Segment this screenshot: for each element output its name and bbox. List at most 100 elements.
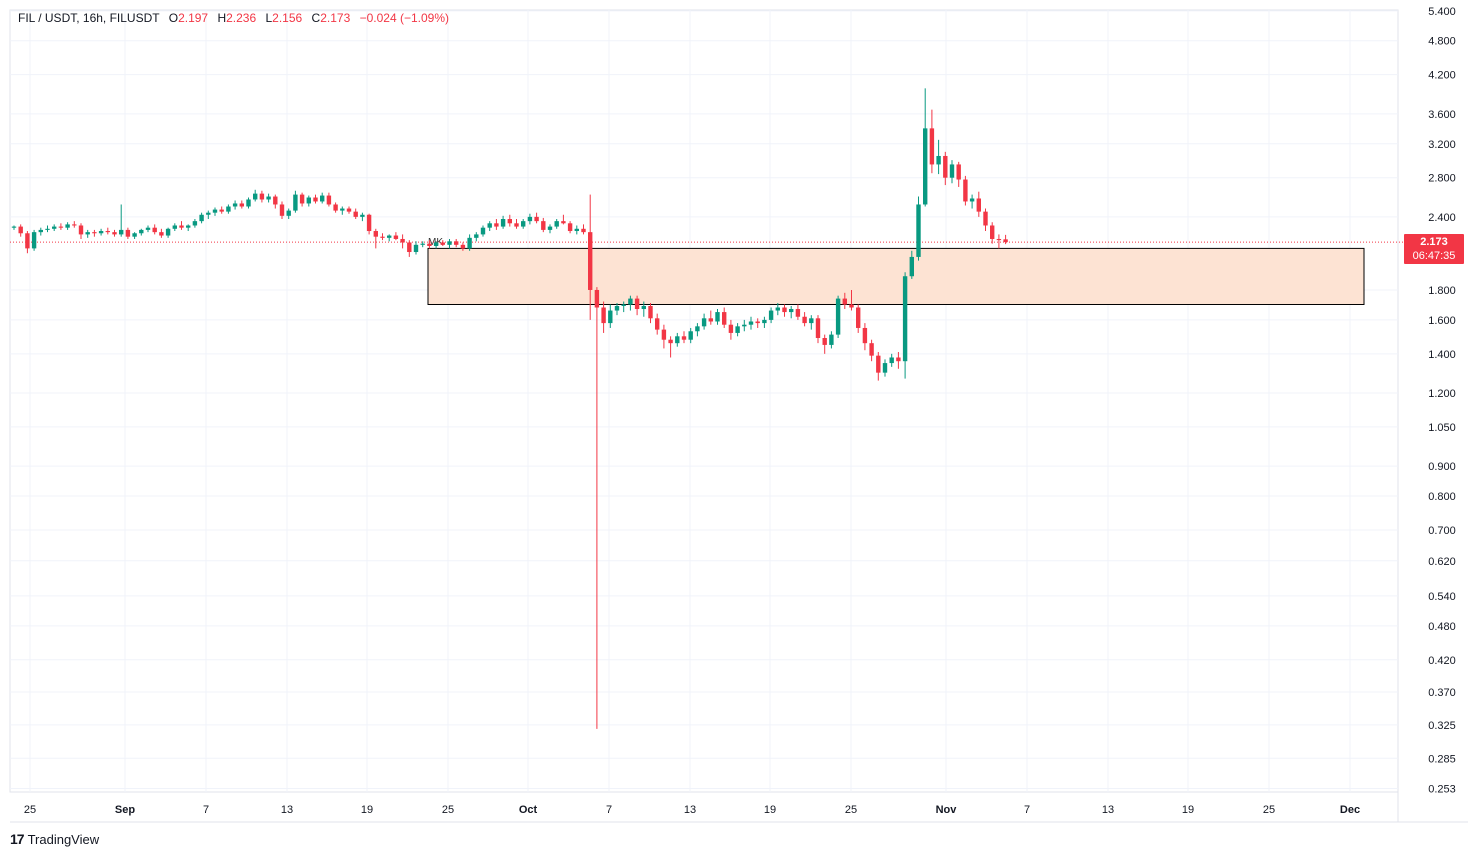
candle-body[interactable] xyxy=(480,227,486,235)
candle-body[interactable] xyxy=(507,218,512,224)
candle-body[interactable] xyxy=(433,242,439,247)
candle-body[interactable] xyxy=(192,221,198,226)
candle-body[interactable] xyxy=(882,363,888,373)
candle-body[interactable] xyxy=(380,236,385,238)
candle-body[interactable] xyxy=(748,321,754,325)
candle-body[interactable] xyxy=(279,204,285,216)
candle-body[interactable] xyxy=(835,298,841,335)
candle-body[interactable] xyxy=(829,334,834,345)
candle-body[interactable] xyxy=(668,339,673,344)
candle-body[interactable] xyxy=(655,318,660,330)
tradingview-brand[interactable]: 17 TradingView xyxy=(10,831,99,847)
candle-body[interactable] xyxy=(809,318,814,324)
candle-body[interactable] xyxy=(346,208,352,212)
candle-body[interactable] xyxy=(815,318,821,338)
candle-body[interactable] xyxy=(172,225,177,229)
candle-body[interactable] xyxy=(634,298,640,310)
candle-body[interactable] xyxy=(795,309,801,317)
candle-body[interactable] xyxy=(112,232,117,235)
candle-body[interactable] xyxy=(996,238,1002,241)
candle-body[interactable] xyxy=(407,242,412,253)
candle-body[interactable] xyxy=(366,214,372,232)
candle-body[interactable] xyxy=(420,243,425,245)
candle-body[interactable] xyxy=(608,310,613,324)
candle-body[interactable] xyxy=(320,195,325,202)
candle-body[interactable] xyxy=(889,357,894,364)
candle-body[interactable] xyxy=(232,203,238,207)
candle-body[interactable] xyxy=(72,224,77,226)
candle-body[interactable] xyxy=(594,289,600,308)
candle-body[interactable] xyxy=(856,307,861,328)
candle-body[interactable] xyxy=(775,307,780,311)
candle-body[interactable] xyxy=(45,228,50,230)
candle-body[interactable] xyxy=(949,164,955,178)
candle-body[interactable] xyxy=(413,244,419,253)
candle-body[interactable] xyxy=(427,243,432,247)
candle-body[interactable] xyxy=(273,196,278,205)
demand-zone[interactable] xyxy=(427,247,1365,305)
candle-body[interactable] xyxy=(65,224,70,228)
candle-body[interactable] xyxy=(969,198,975,202)
candle-body[interactable] xyxy=(313,197,318,202)
candle-body[interactable] xyxy=(239,203,244,207)
candle-body[interactable] xyxy=(862,327,868,344)
candle-body[interactable] xyxy=(440,242,445,245)
candle-body[interactable] xyxy=(400,238,405,243)
candle-body[interactable] xyxy=(909,256,914,277)
candle-body[interactable] xyxy=(916,204,921,257)
candle-body[interactable] xyxy=(454,241,459,245)
candle-body[interactable] xyxy=(132,233,137,237)
candle-body[interactable] xyxy=(460,244,466,249)
candle-body[interactable] xyxy=(614,305,620,311)
candle-body[interactable] xyxy=(722,312,727,325)
candle-body[interactable] xyxy=(728,324,734,333)
candle-body[interactable] xyxy=(85,232,90,235)
candle-body[interactable] xyxy=(1003,239,1008,243)
candle-body[interactable] xyxy=(521,221,526,227)
candle-body[interactable] xyxy=(353,211,358,217)
candle-body[interactable] xyxy=(165,228,171,236)
candle-body[interactable] xyxy=(38,229,43,233)
candle-body[interactable] xyxy=(105,231,110,233)
candle-body[interactable] xyxy=(340,208,345,211)
candle-body[interactable] xyxy=(219,209,224,212)
candle-body[interactable] xyxy=(226,206,231,212)
candle-body[interactable] xyxy=(299,194,305,204)
candle-body[interactable] xyxy=(990,225,995,239)
candle-body[interactable] xyxy=(98,231,104,234)
candle-body[interactable] xyxy=(869,343,874,356)
candle-body[interactable] xyxy=(547,226,553,230)
candle-body[interactable] xyxy=(782,307,787,313)
candle-body[interactable] xyxy=(11,226,17,228)
candle-body[interactable] xyxy=(186,225,191,228)
candle-body[interactable] xyxy=(621,304,626,306)
candle-body[interactable] xyxy=(212,209,218,213)
candle-body[interactable] xyxy=(735,326,740,333)
candle-body[interactable] xyxy=(896,357,901,362)
candle-body[interactable] xyxy=(567,223,573,232)
candle-body[interactable] xyxy=(58,226,64,228)
candle-body[interactable] xyxy=(588,232,593,290)
candle-body[interactable] xyxy=(92,232,97,234)
candle-body[interactable] xyxy=(527,216,533,222)
candle-body[interactable] xyxy=(78,225,84,235)
candle-body[interactable] xyxy=(326,195,332,205)
candle-body[interactable] xyxy=(574,228,579,232)
candle-body[interactable] xyxy=(802,316,807,324)
candle-body[interactable] xyxy=(360,214,365,217)
candle-body[interactable] xyxy=(963,179,968,202)
candle-body[interactable] xyxy=(31,232,37,249)
candle-body[interactable] xyxy=(902,276,908,362)
candle-body[interactable] xyxy=(286,210,291,216)
candle-body[interactable] xyxy=(487,223,492,228)
candle-body[interactable] xyxy=(876,355,881,373)
candle-body[interactable] xyxy=(675,336,680,344)
candle-body[interactable] xyxy=(514,223,519,227)
candle-body[interactable] xyxy=(500,218,506,227)
candle-body[interactable] xyxy=(152,227,157,233)
candle-body[interactable] xyxy=(822,337,827,345)
candle-body[interactable] xyxy=(601,307,606,324)
candle-body[interactable] xyxy=(648,305,653,319)
candle-body[interactable] xyxy=(956,164,961,180)
